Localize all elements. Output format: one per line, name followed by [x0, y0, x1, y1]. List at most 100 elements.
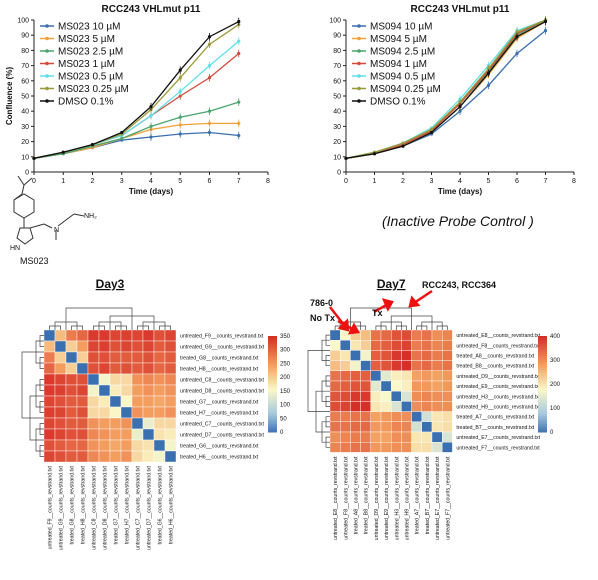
colorbar-segment: [268, 348, 277, 351]
colorbar-segment: [538, 380, 547, 383]
x-tick-label: 7: [237, 178, 241, 185]
y-tick-label: 60: [333, 78, 341, 85]
column-label: treated_B8__counts_revstrand.txt: [364, 456, 370, 534]
heatmap-cell: [329, 380, 341, 392]
x-tick-label: 0: [32, 178, 36, 185]
heatmap-cell: [411, 431, 423, 443]
y-tick-label: 70: [21, 63, 29, 70]
heatmap-cell: [442, 401, 453, 412]
heatmap-cell: [360, 391, 372, 402]
y-tick-label: 30: [333, 124, 341, 131]
heatmap-cell: [411, 421, 423, 433]
heatmap-cell: [421, 401, 433, 412]
hn-label: HN: [10, 245, 20, 252]
row-label: untreated_C8__counts_revstrand.txt: [180, 378, 264, 384]
x-tick-label: 0: [344, 178, 348, 185]
x-tick-label: 3: [430, 178, 434, 185]
heatmap-cell: [380, 401, 392, 412]
heatmap-cell: [421, 370, 433, 382]
heatmap-cell: [350, 350, 361, 361]
row-label: treated_B7__counts_revstrand.txt: [456, 425, 534, 431]
colorbar-segment: [268, 418, 277, 421]
colorbar-segment: [268, 430, 277, 433]
legend-marker: [45, 86, 49, 91]
column-label: untreated_F8__counts_revstrand.txt: [343, 456, 349, 540]
data-point: [120, 136, 124, 141]
heatmap-cell: [87, 351, 100, 364]
heatmap-cell: [109, 439, 122, 452]
legend-marker: [45, 74, 49, 78]
heatmap-cell: [411, 370, 423, 382]
heatmap-cell: [98, 329, 111, 342]
column-label: treated_A8__counts_revstrand.txt: [354, 456, 360, 534]
colorbar-tick-label: 0: [280, 430, 284, 436]
colorbar-segment: [538, 352, 547, 355]
heatmap-cell: [76, 384, 89, 397]
heatmap-cell: [350, 431, 361, 443]
colorbar-segment: [538, 344, 547, 347]
colorbar: 0 100 200 300 400: [538, 334, 561, 436]
heatmap-cell: [340, 380, 351, 392]
chart-title: RCC243 VHLmut p11: [102, 4, 201, 15]
colorbar-segment: [538, 366, 547, 369]
legend-marker: [357, 24, 361, 28]
y-tick-label: 90: [21, 33, 29, 40]
heatmap-cell: [131, 439, 144, 452]
column-label: treated_H7__counts_revstrand.txt: [125, 465, 131, 544]
y-tick-label: 100: [17, 18, 29, 25]
heatmap-cell: [65, 362, 78, 375]
legend-marker: [45, 24, 49, 28]
legend-entry: MS023 5 µM: [58, 34, 115, 45]
heatmap-cell: [142, 406, 155, 419]
heatmap-cell: [131, 384, 144, 397]
heatmap-cell: [65, 395, 78, 408]
heatmap-cell: [370, 329, 382, 341]
column-label: untreated_E9__counts_revstrand.txt: [384, 456, 390, 540]
heatmap-cell: [98, 373, 111, 386]
column-label: untreated_E8__counts_revstrand.txt: [333, 456, 339, 540]
heatmap-cell: [411, 442, 423, 453]
heatmap-cell: [87, 373, 100, 386]
heatmap-cell: [131, 395, 144, 408]
heatmap-cell: [43, 351, 56, 364]
heatmap-cell: [391, 380, 402, 392]
x-tick-label: 6: [208, 178, 212, 185]
heatmap-cell: [65, 406, 78, 419]
y-tick-label: 80: [21, 48, 29, 55]
colorbar-segment: [538, 360, 547, 363]
heatmap-cell: [329, 329, 341, 341]
colorbar-segment: [268, 402, 277, 405]
heatmap-cell: [120, 450, 133, 463]
heatmap-cell: [431, 340, 443, 351]
heatmap-cell: [142, 329, 155, 342]
label-no-tx: No Tx: [310, 313, 335, 323]
heatmap-cell: [87, 417, 100, 430]
colorbar-segment: [268, 342, 277, 345]
chart-title: RCC243 VHLmut p11: [411, 4, 510, 15]
heatmap-cell: [329, 370, 341, 382]
colorbar-segment: [538, 354, 547, 357]
row-label: untreated_D9__counts_revstrand.txt: [456, 374, 540, 380]
heatmap-cell: [401, 411, 412, 423]
heatmap-cell: [350, 360, 361, 372]
heatmap-cell: [401, 340, 412, 351]
y-tick-label: 100: [329, 18, 341, 25]
heatmap-cell: [65, 351, 78, 364]
colorbar-segment: [538, 400, 547, 403]
dendrogram: [21, 307, 171, 457]
x-tick-label: 4: [149, 178, 153, 185]
heatmap-cell: [153, 373, 166, 386]
heatmap-cell: [411, 329, 423, 341]
legend-entry: MS023 2.5 µM: [58, 47, 123, 58]
heatmap-cell: [380, 411, 392, 423]
heatmap-cell: [153, 406, 166, 419]
heatmap-cell: [131, 329, 144, 342]
y-tick-label: 10: [333, 154, 341, 161]
heatmap-cell: [120, 395, 133, 408]
heatmap-cell: [340, 340, 351, 351]
data-point: [61, 150, 65, 154]
y-tick-label: 50: [21, 94, 29, 101]
heatmap-cell: [411, 401, 423, 412]
heatmap-cell: [98, 417, 111, 430]
colorbar-segment: [268, 352, 277, 355]
